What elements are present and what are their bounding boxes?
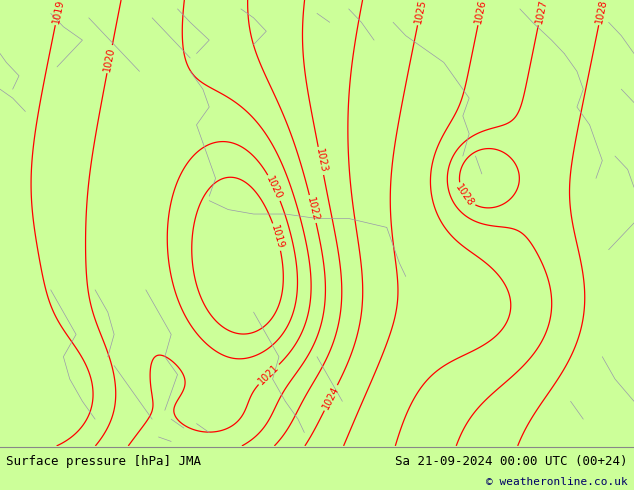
Text: Surface pressure [hPa] JMA: Surface pressure [hPa] JMA — [6, 455, 202, 468]
Text: 1019: 1019 — [269, 224, 285, 250]
Text: 1026: 1026 — [474, 0, 488, 24]
Text: 1020: 1020 — [103, 46, 117, 72]
Text: 1028: 1028 — [453, 183, 476, 209]
Text: © weatheronline.co.uk: © weatheronline.co.uk — [486, 477, 628, 487]
Text: 1023: 1023 — [314, 148, 328, 174]
Text: 1020: 1020 — [264, 174, 284, 201]
Text: 1022: 1022 — [305, 196, 321, 222]
Text: 1024: 1024 — [321, 385, 341, 411]
Text: 1021: 1021 — [256, 362, 281, 387]
Text: 1028: 1028 — [594, 0, 609, 24]
Text: 1019: 1019 — [51, 0, 65, 24]
Text: Sa 21-09-2024 00:00 UTC (00+24): Sa 21-09-2024 00:00 UTC (00+24) — [395, 455, 628, 468]
Text: 1025: 1025 — [413, 0, 428, 24]
Text: 1027: 1027 — [534, 0, 548, 24]
